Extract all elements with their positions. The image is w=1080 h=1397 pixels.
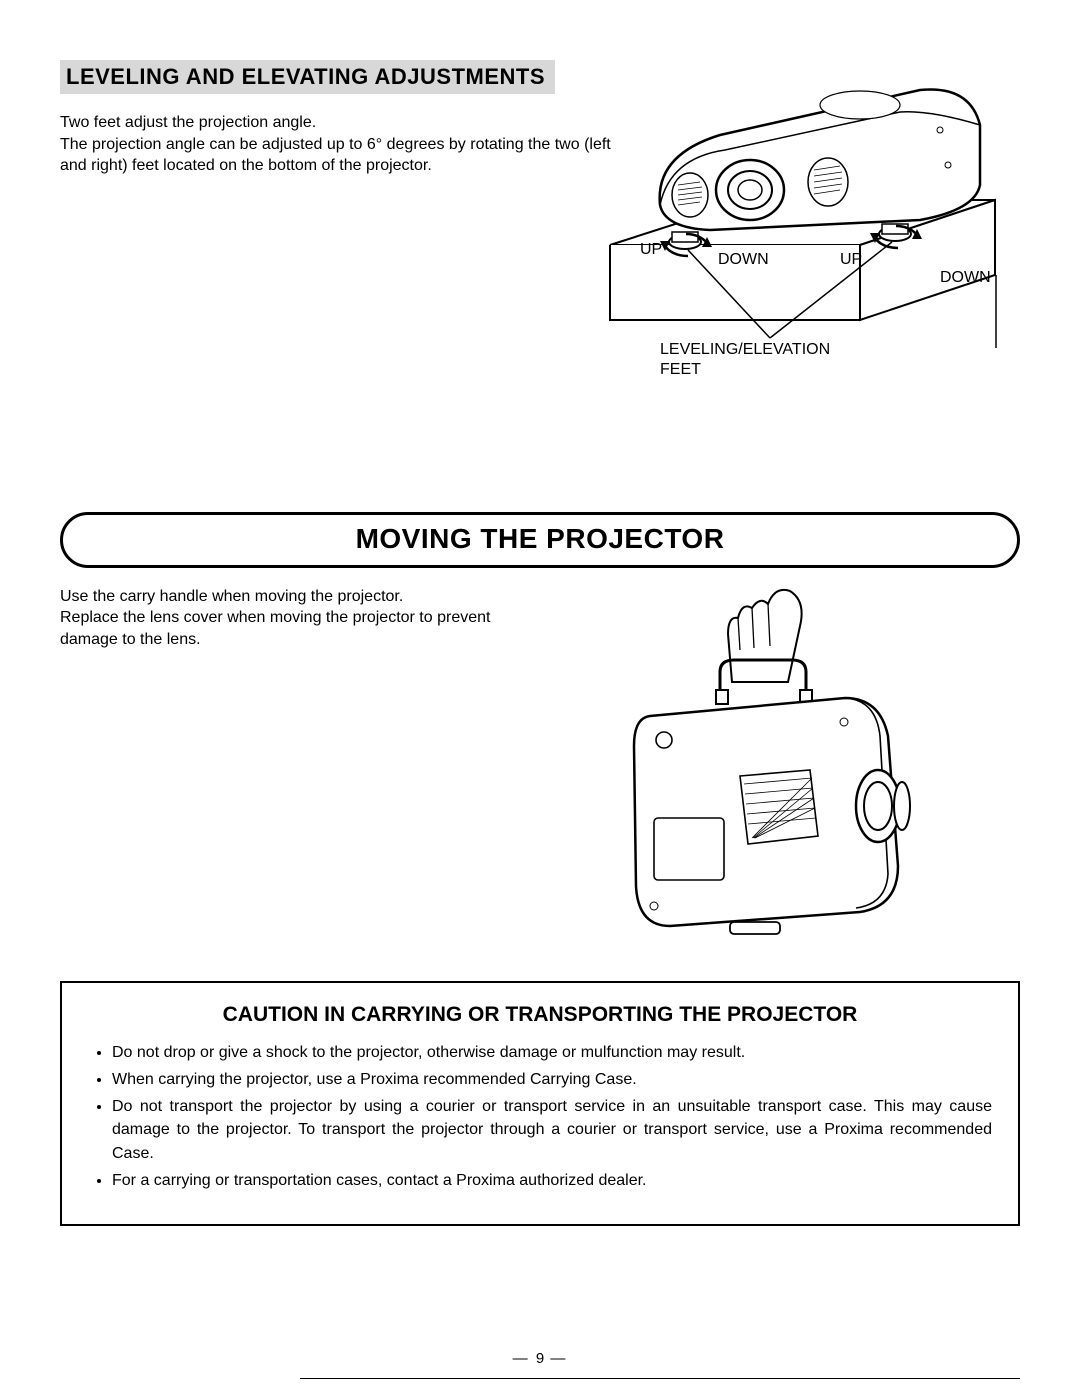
carry-figure [540, 586, 1020, 951]
leveling-figure: UP DOWN UP DOWN LEVELING/ELEVATION FEET [600, 50, 1020, 380]
leveling-text-col: LEVELING AND ELEVATING ADJUSTMENTS Two f… [60, 60, 640, 177]
caution-item: Do not transport the projector by using … [112, 1095, 992, 1165]
caution-box: CAUTION IN CARRYING OR TRANSPORTING THE … [60, 981, 1020, 1226]
moving-section: Use the carry handle when moving the pro… [60, 586, 1020, 951]
caution-item: For a carrying or transportation cases, … [112, 1169, 992, 1192]
fig1-feet-label1: LEVELING/ELEVATION [660, 341, 830, 358]
page-number: — 9 — [0, 1350, 1080, 1367]
moving-heading: MOVING THE PROJECTOR [63, 523, 1017, 555]
moving-heading-band: MOVING THE PROJECTOR [60, 512, 1020, 568]
fig1-up2-label: UP [840, 251, 862, 268]
fig1-down2-label: DOWN [940, 269, 991, 286]
caution-item: When carrying the projector, use a Proxi… [112, 1068, 992, 1091]
fig1-up1-label: UP [640, 241, 662, 258]
leveling-body: Two feet adjust the projection angle. Th… [60, 112, 640, 177]
moving-body: Use the carry handle when moving the pro… [60, 586, 500, 951]
fig1-down1-label: DOWN [718, 251, 769, 268]
caution-list: Do not drop or give a shock to the proje… [88, 1041, 992, 1192]
caution-item: Do not drop or give a shock to the proje… [112, 1041, 992, 1064]
page-number-value: 9 [536, 1350, 544, 1367]
leveling-body-line1: Two feet adjust the projection angle. [60, 114, 316, 131]
bottom-rule [300, 1378, 1020, 1379]
caution-title: CAUTION IN CARRYING OR TRANSPORTING THE … [88, 1003, 992, 1027]
fig1-feet-label2: FEET [660, 361, 701, 378]
leveling-body-line2: The projection angle can be adjusted up … [60, 136, 611, 175]
leveling-heading: LEVELING AND ELEVATING ADJUSTMENTS [60, 60, 555, 94]
